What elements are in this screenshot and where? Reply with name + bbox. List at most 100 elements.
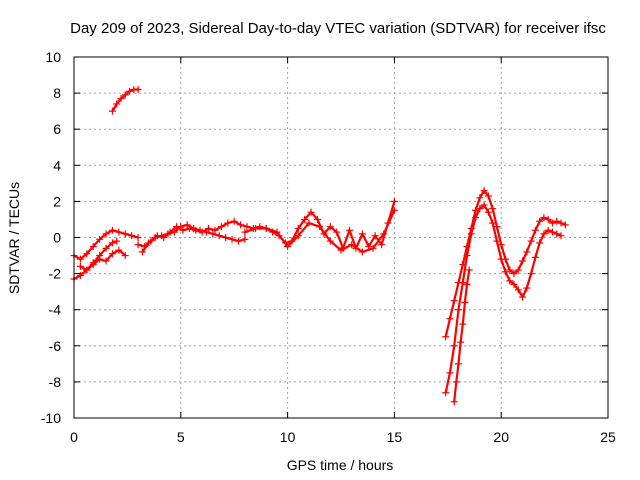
data-point xyxy=(527,270,535,278)
data-point xyxy=(514,286,522,294)
data-point xyxy=(113,100,121,108)
data-point xyxy=(222,234,230,241)
data-point xyxy=(96,235,104,243)
data-point xyxy=(262,224,270,232)
data-point xyxy=(192,226,200,234)
x-tick-label: 10 xyxy=(280,429,296,445)
data-point xyxy=(506,277,514,285)
data-point xyxy=(467,230,475,238)
data-point xyxy=(121,230,129,238)
data-point xyxy=(217,223,225,231)
data-point xyxy=(307,208,315,216)
data-point xyxy=(115,246,123,254)
data-point xyxy=(510,270,518,278)
data-point xyxy=(369,244,377,252)
y-tick-label: -8 xyxy=(49,374,62,390)
data-point xyxy=(89,259,97,267)
data-point xyxy=(134,241,142,249)
data-point xyxy=(544,226,552,234)
data-point xyxy=(160,234,168,241)
data-point xyxy=(252,224,260,232)
data-point xyxy=(544,215,552,223)
data-point xyxy=(523,248,531,256)
data-point xyxy=(465,266,473,274)
data-point xyxy=(230,217,238,225)
data-point xyxy=(83,266,91,274)
data-point xyxy=(108,107,116,115)
data-point xyxy=(228,235,236,243)
data-point xyxy=(459,279,467,287)
chart-title: Day 209 of 2023, Sidereal Day-to-day VTE… xyxy=(70,20,606,37)
grid-lines xyxy=(74,57,608,418)
y-tick-label: -10 xyxy=(41,410,61,426)
data-point xyxy=(454,360,462,368)
data-point xyxy=(561,221,569,229)
data-point xyxy=(209,230,217,238)
data-point xyxy=(346,226,354,234)
data-point xyxy=(553,230,561,238)
data-point xyxy=(211,226,219,234)
data-point xyxy=(540,230,548,238)
data-point xyxy=(316,223,324,231)
data-point xyxy=(294,224,302,232)
data-point xyxy=(126,87,134,95)
data-point xyxy=(108,226,116,234)
data-point xyxy=(461,298,469,306)
y-tick-label: 6 xyxy=(53,121,61,137)
data-point xyxy=(76,262,84,270)
data-point xyxy=(489,219,497,227)
series-track-d xyxy=(108,85,142,115)
data-point xyxy=(166,228,174,236)
y-axis-label: SDTVAR / TECUs xyxy=(6,182,22,294)
data-point xyxy=(484,208,492,216)
x-tick-label: 0 xyxy=(70,429,78,445)
data-point xyxy=(173,223,181,231)
data-point xyxy=(284,243,292,251)
data-series xyxy=(70,85,569,406)
data-point xyxy=(380,230,388,238)
data-point xyxy=(115,228,123,236)
data-point xyxy=(179,226,187,234)
data-point xyxy=(83,250,91,258)
data-point xyxy=(117,95,125,103)
data-point xyxy=(457,338,465,346)
data-point xyxy=(489,205,497,213)
data-point xyxy=(463,252,471,260)
data-point xyxy=(314,215,322,223)
data-point xyxy=(237,221,245,229)
data-point xyxy=(305,219,313,227)
data-point xyxy=(241,235,249,243)
data-point xyxy=(294,232,302,240)
data-point xyxy=(510,280,518,288)
data-point xyxy=(134,234,142,241)
y-tick-label: -2 xyxy=(49,266,62,282)
data-point xyxy=(301,215,309,223)
data-point xyxy=(224,219,232,227)
data-point xyxy=(519,293,527,301)
data-point xyxy=(108,239,116,247)
data-point xyxy=(96,252,104,260)
axis-ticks: 0 5 10 15 20 25 -10 -8 -6 -4 -2 0 2 4 6 8 10 xyxy=(41,49,616,445)
data-point xyxy=(446,369,454,377)
data-point xyxy=(442,389,450,397)
data-point xyxy=(536,217,544,225)
data-point xyxy=(102,257,110,265)
data-point xyxy=(476,205,484,213)
data-point xyxy=(153,232,161,240)
data-point xyxy=(371,232,379,240)
data-point xyxy=(326,237,334,245)
data-point xyxy=(108,250,116,258)
data-point xyxy=(472,214,480,222)
y-tick-label: 0 xyxy=(53,230,61,246)
data-point xyxy=(121,91,129,99)
data-point xyxy=(514,266,522,274)
x-tick-label: 20 xyxy=(493,429,509,445)
data-point xyxy=(147,237,155,245)
y-tick-label: -4 xyxy=(49,302,62,318)
data-point xyxy=(536,239,544,247)
data-point xyxy=(557,219,565,227)
x-tick-label: 5 xyxy=(177,429,185,445)
data-point xyxy=(476,194,484,202)
